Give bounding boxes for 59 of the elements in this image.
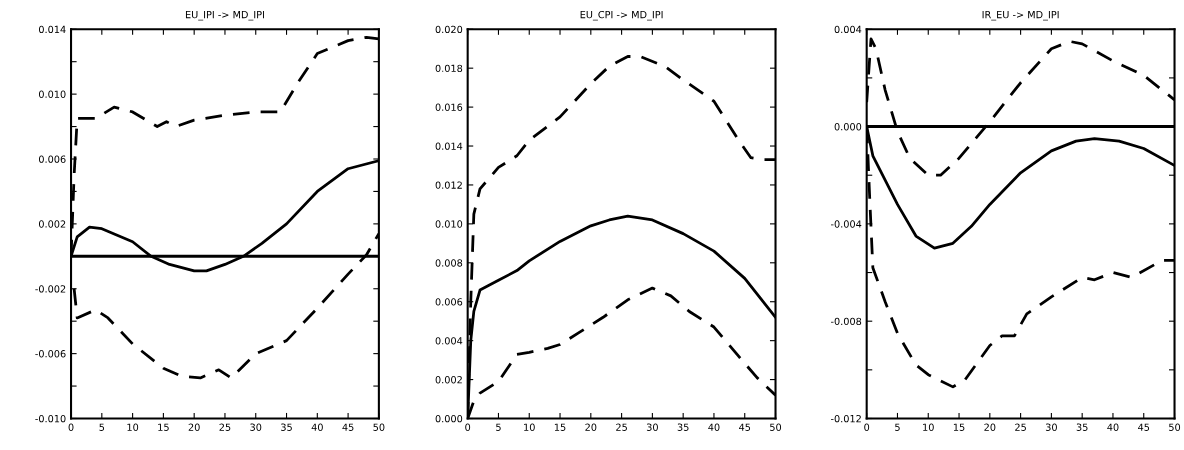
x-tick-label: 30 (250, 423, 262, 431)
y-tick-label: -0.004 (830, 220, 862, 228)
y-tick-label: 0.008 (435, 259, 463, 267)
x-tick-label: 10 (524, 423, 535, 431)
x-tick-label: 20 (585, 423, 597, 431)
chart-title: EU_IPI -> MD_IPI (185, 11, 264, 21)
x-tick-label: 45 (342, 423, 354, 431)
y-tick-label: -0.008 (830, 317, 862, 326)
y-tick-label: -0.002 (35, 285, 66, 293)
y-tick-label: 0.020 (435, 25, 463, 34)
x-tick-label: 5 (496, 423, 501, 431)
y-tick-label: -0.012 (830, 414, 861, 423)
x-tick-label: 50 (770, 423, 782, 431)
y-tick-label: 0.010 (435, 220, 463, 228)
y-tick-label: 0.004 (435, 337, 463, 345)
y-tick-label: 0.000 (834, 123, 862, 131)
chart-title: EU_CPI -> MD_IPI (580, 10, 663, 21)
x-tick-label: 50 (1169, 423, 1181, 431)
x-tick-label: 15 (158, 423, 169, 431)
x-tick-label: 25 (219, 423, 231, 431)
x-tick-label: 20 (188, 423, 200, 431)
x-tick-label: 35 (677, 423, 689, 431)
x-tick-label: 15 (554, 423, 566, 431)
y-tick-label: 0.014 (38, 25, 66, 34)
y-tick-label: 0.000 (435, 414, 463, 423)
y-tick-label: 0.002 (38, 220, 66, 228)
x-tick-label: 10 (127, 423, 139, 431)
y-tick-label: 0.012 (435, 181, 462, 189)
x-tick-label: 45 (739, 423, 751, 431)
x-tick-label: 40 (311, 423, 323, 431)
x-tick-label: 5 (895, 423, 900, 431)
x-tick-label: 45 (1138, 423, 1150, 431)
x-tick-label: 40 (708, 423, 720, 431)
y-tick-label: 0.016 (435, 103, 463, 111)
y-tick-label: 0.004 (834, 25, 862, 34)
y-tick-label: 0.010 (38, 90, 66, 98)
y-tick-label: 0.014 (435, 142, 463, 150)
chart-title: IR_EU -> MD_IPI (982, 11, 1059, 21)
x-tick-label: 40 (1107, 423, 1119, 431)
x-tick-label: 20 (984, 423, 996, 431)
x-tick-label: 15 (953, 423, 965, 431)
x-tick-label: 0 (864, 423, 870, 431)
x-tick-label: 25 (1015, 423, 1026, 431)
x-tick-label: 10 (923, 423, 934, 431)
x-tick-label: 0 (68, 423, 74, 431)
x-tick-label: 5 (99, 423, 105, 431)
x-tick-label: 25 (616, 423, 627, 431)
x-tick-label: 30 (646, 423, 658, 431)
x-tick-label: 50 (373, 423, 385, 431)
y-tick-label: -0.006 (35, 350, 66, 358)
y-tick-label: 0.018 (435, 64, 463, 73)
y-tick-label: 0.002 (435, 376, 462, 384)
y-tick-label: 0.006 (38, 155, 66, 163)
y-tick-label: -0.010 (35, 414, 66, 423)
x-tick-label: 30 (1045, 423, 1057, 431)
x-tick-label: 0 (465, 423, 471, 431)
y-tick-label: 0.006 (435, 298, 463, 306)
x-tick-label: 35 (281, 423, 292, 431)
x-tick-label: 35 (1076, 423, 1088, 431)
